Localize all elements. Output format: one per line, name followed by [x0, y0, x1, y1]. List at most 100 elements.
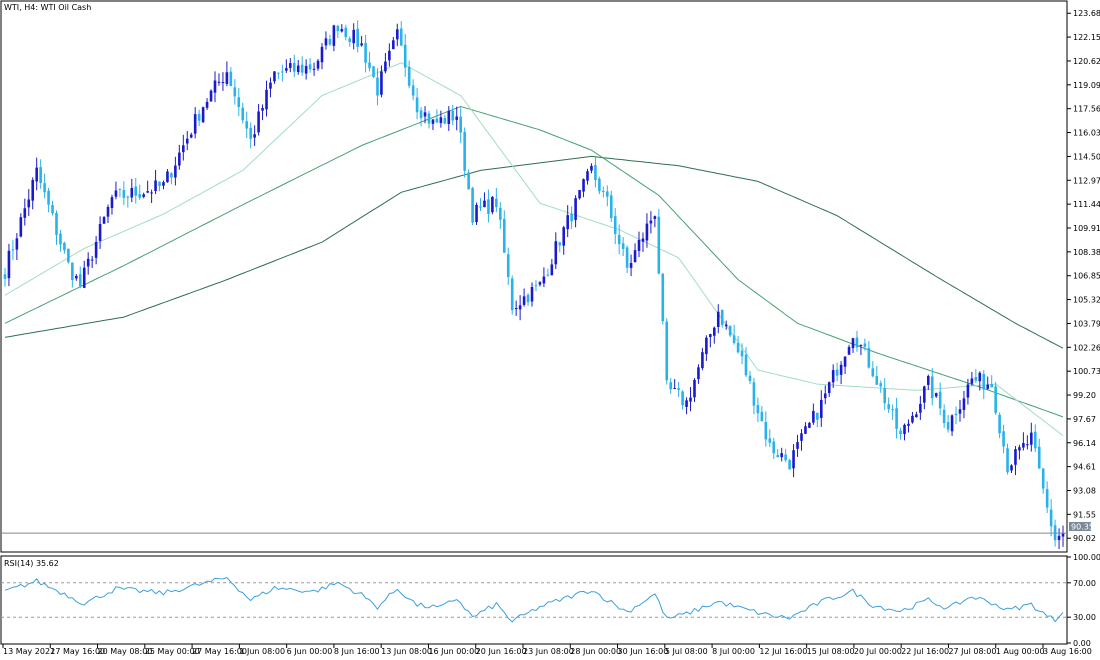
candle-body: [645, 223, 649, 241]
candle-body: [538, 282, 542, 285]
candle-body: [748, 375, 752, 381]
candle-body: [728, 325, 732, 336]
rsi-tick-label: 0.00: [1073, 639, 1091, 648]
candle-body: [978, 372, 982, 382]
candle-body: [526, 294, 530, 303]
candle-body: [94, 241, 98, 258]
candle-body: [586, 171, 589, 181]
time-tick-label: 12 Jul 16:00: [759, 647, 807, 656]
rsi-title: RSI(14) 35.62: [4, 559, 59, 568]
candle-body: [764, 421, 768, 440]
rsi-tick-label: 100.00: [1073, 553, 1100, 562]
price-tick-label: 119.09: [1073, 81, 1100, 90]
rsi-indicator: 100.00 70.00 30.00 0.00: [1, 553, 1100, 648]
candle-body: [142, 194, 145, 197]
candle-body: [67, 248, 70, 263]
candle-body: [661, 273, 665, 322]
candle-body: [1033, 431, 1037, 449]
candle-body: [613, 216, 617, 234]
candle-body: [1041, 468, 1045, 489]
candle-body: [130, 187, 134, 198]
candle-body: [495, 198, 498, 207]
candle-body: [657, 216, 661, 274]
candle-body: [863, 343, 867, 347]
candle-body: [847, 346, 851, 355]
candle-body: [768, 438, 772, 443]
candle-body: [122, 189, 126, 198]
candle-body: [701, 352, 704, 369]
candle-body: [403, 44, 407, 68]
candle-body: [1057, 535, 1061, 540]
candle-body: [776, 455, 780, 458]
candle-body: [324, 38, 328, 46]
candle-body: [55, 213, 58, 235]
time-tick-label: 3 Aug 16:00: [1043, 647, 1092, 656]
candle-body: [792, 450, 795, 469]
time-tick-label: 17 May 16:00: [50, 647, 105, 656]
candle-body: [617, 234, 621, 245]
candle-body: [831, 370, 835, 383]
price-tick-label: 102.26: [1073, 343, 1100, 352]
time-tick-label: 1 Aug 00:00: [996, 647, 1045, 656]
candle-body: [225, 72, 229, 84]
candle-body: [713, 327, 716, 336]
candle-body: [903, 424, 906, 435]
ma-mid-line: [4, 105, 1064, 418]
candle-body: [554, 241, 558, 265]
candle-body: [1022, 443, 1025, 448]
candle-body: [582, 179, 585, 192]
candle-body: [423, 112, 427, 117]
candle-body: [7, 250, 11, 279]
rsi-panel-frame: [0, 555, 1068, 645]
candle-body: [697, 367, 700, 380]
candle-body: [475, 204, 478, 222]
candle-body: [193, 114, 197, 134]
candle-body: [946, 422, 950, 430]
candle-body: [245, 121, 249, 129]
candle-body: [3, 274, 7, 279]
candle-body: [312, 68, 316, 70]
price-tick-label: 91.55: [1073, 510, 1096, 519]
candle-body: [732, 335, 736, 344]
time-tick-label: 13 May 2022: [3, 647, 55, 656]
candle-body: [380, 71, 383, 95]
candle-body: [895, 408, 898, 429]
candle-body: [954, 413, 958, 416]
price-tick-label: 93.08: [1073, 486, 1096, 495]
candle-body: [23, 208, 27, 218]
candle-body: [681, 391, 684, 406]
candle-body: [530, 287, 534, 302]
price-tick-label: 109.91: [1073, 224, 1100, 233]
candle-body: [602, 190, 605, 192]
candle-body: [855, 337, 859, 348]
price-tick-label: 99.20: [1073, 391, 1096, 400]
candle-body: [736, 342, 740, 353]
candle-body: [709, 334, 712, 338]
candlesticks: [3, 20, 1065, 550]
candle-body: [35, 167, 38, 182]
candle-body: [942, 409, 946, 424]
current-price-tag: 90.35: [1069, 522, 1094, 532]
candle-body: [285, 68, 288, 71]
candle-body: [27, 199, 31, 208]
time-tick-label: 20 May 08:00: [98, 647, 153, 656]
candle-body: [118, 188, 122, 190]
time-tick-label: 23 Jun 08:00: [523, 647, 574, 656]
candle-body: [518, 305, 522, 310]
candle-body: [851, 338, 855, 349]
candle-body: [665, 321, 669, 381]
candle-body: [126, 196, 130, 198]
time-tick-label: 5 Jul 08:00: [665, 647, 708, 656]
candle-body: [233, 87, 237, 97]
candle-body: [970, 378, 974, 384]
candle-body: [816, 412, 819, 420]
candle-body: [170, 173, 173, 178]
candle-body: [720, 310, 724, 325]
candle-body: [653, 216, 657, 219]
candle-body: [808, 422, 811, 428]
candle-body: [499, 207, 502, 220]
candle-body: [673, 388, 676, 390]
candle-body: [158, 181, 161, 187]
